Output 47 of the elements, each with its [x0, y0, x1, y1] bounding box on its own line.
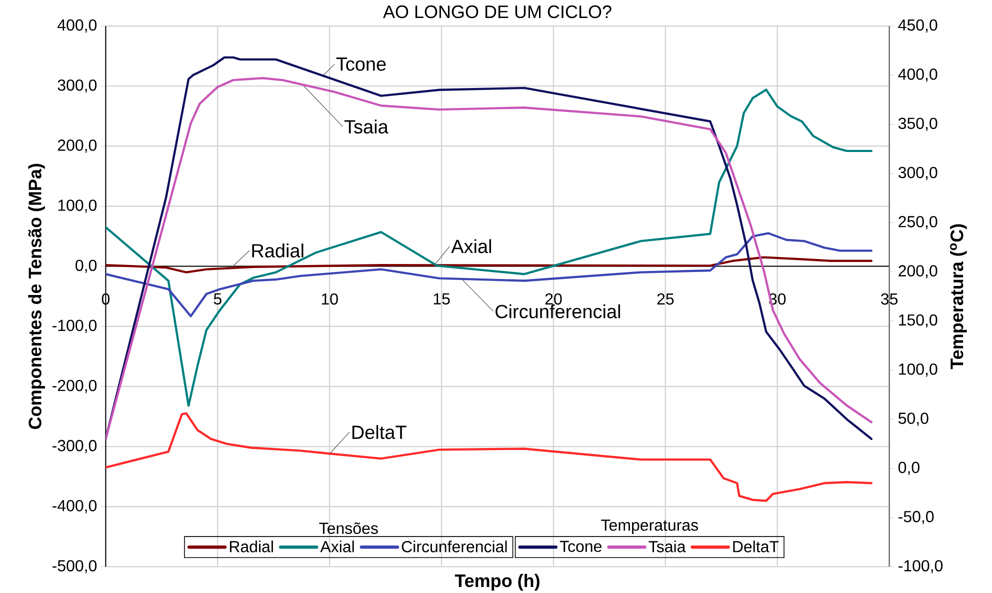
y-tick-label: -400,0 [52, 500, 97, 514]
legend-label: Tsaia [648, 540, 686, 552]
y2-tick-label: 0,0 [898, 462, 920, 475]
line-series [106, 412, 872, 502]
y-tick-label: 100,0 [58, 200, 97, 213]
legend-label: Axial [320, 540, 354, 552]
annotation: Tsaia [344, 120, 388, 134]
legend-label: Radial [230, 540, 273, 552]
annotation: Tcone [336, 58, 386, 71]
y-tick-label: 300,0 [58, 79, 97, 93]
annotation: Circunferencial [496, 304, 620, 318]
y2-tick-label: 450,0 [898, 19, 938, 33]
y-tick-label: -500,0 [52, 560, 97, 574]
y2-axis-title: Temperatura ($^{o}$C) [950, 224, 967, 370]
y2-tick-label: 400,0 [898, 68, 938, 82]
x-tick-label: 15 [434, 293, 450, 304]
y2-tick-label: 250,0 [898, 216, 938, 230]
y-tick-label: 200,0 [58, 140, 97, 153]
legend-label: Tcone [560, 540, 602, 552]
legend-label: Circunferencial [402, 540, 507, 552]
y2-tick-label: 300,0 [898, 166, 938, 180]
y-tick-label: -200,0 [52, 380, 97, 394]
y-tick-label: -300,0 [52, 440, 97, 454]
legend-label: DeltaT [733, 540, 779, 552]
x-tick-label: 20 [545, 293, 562, 305]
y2-tick-label: 50,0 [898, 412, 928, 426]
y-axis-title: Componentes de Tensão (MPa) [28, 164, 45, 429]
line-series [106, 256, 872, 274]
annotation: Tensões [319, 522, 378, 534]
x-tick-label: 25 [657, 293, 674, 305]
annotation: Axial [451, 239, 492, 254]
y2-tick-label: 150,0 [899, 314, 938, 328]
chart-title: AO LONGO DE UM CICLO? [383, 5, 612, 18]
annotation: Radial [252, 244, 304, 258]
y2-tick-label: 350,0 [898, 118, 938, 131]
annotation: Temperaturas [601, 520, 698, 534]
x-tick-label: 10 [322, 293, 338, 305]
x-axis-title: Tempo (h) [454, 574, 540, 591]
y2-tick-label: -100,0 [898, 560, 943, 574]
annotation: DeltaT [352, 425, 406, 440]
y-tick-label: -100,0 [52, 320, 97, 333]
y-tick-label: 400,0 [58, 19, 97, 33]
y2-tick-label: 200,0 [898, 265, 938, 278]
y-tick-label: 0,0 [76, 260, 97, 273]
x-tick-label: 5 [214, 293, 222, 304]
y2-tick-label: 100,0 [899, 363, 938, 377]
y2-tick-label: -50,0 [898, 510, 934, 524]
